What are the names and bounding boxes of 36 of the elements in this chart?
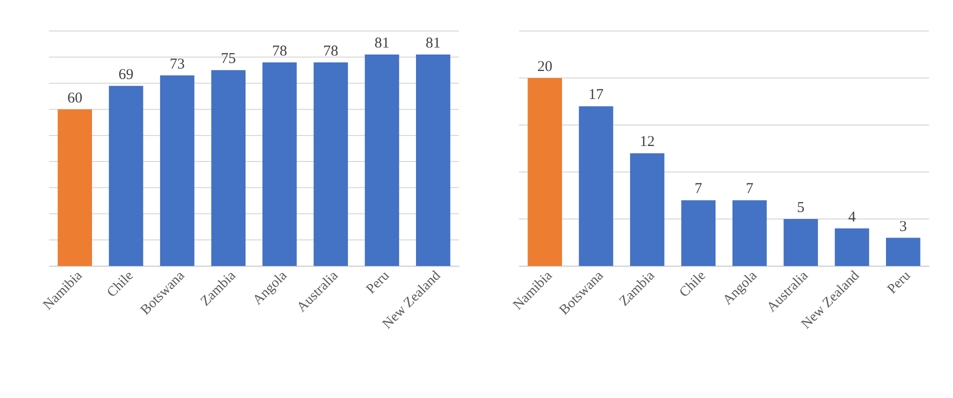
bar (681, 200, 716, 266)
data-label: 73 (170, 56, 185, 72)
data-label: 4 (848, 209, 856, 226)
data-label: 5 (797, 200, 805, 216)
data-label: 81 (374, 36, 390, 52)
x-tick-label: Chile (104, 268, 137, 301)
x-tick-label: Peru (364, 268, 393, 298)
bar (262, 62, 297, 266)
bar (732, 200, 767, 266)
bar (784, 219, 818, 266)
bar (416, 54, 450, 266)
data-label: 81 (426, 36, 441, 52)
data-label: 7 (694, 181, 703, 198)
bar (364, 54, 400, 266)
data-label: 12 (640, 134, 655, 150)
bar (630, 153, 664, 266)
bar (108, 86, 144, 266)
data-label: 20 (537, 59, 552, 75)
x-tick-label: Peru (885, 268, 914, 298)
data-label: 78 (323, 43, 338, 60)
data-label: 78 (272, 43, 288, 60)
bar (160, 75, 194, 266)
data-label: 7 (746, 181, 754, 198)
bar (314, 62, 348, 266)
data-label: 3 (899, 218, 907, 235)
x-tick-label: Chile (676, 268, 710, 301)
bar (578, 106, 614, 266)
data-label: 69 (118, 66, 134, 83)
data-label: 17 (588, 87, 604, 104)
bar (834, 228, 870, 266)
data-label: 75 (220, 51, 236, 68)
bar (58, 109, 92, 266)
bar (886, 238, 920, 266)
bar (528, 78, 562, 266)
bar (211, 70, 246, 266)
data-label: 60 (67, 90, 82, 106)
